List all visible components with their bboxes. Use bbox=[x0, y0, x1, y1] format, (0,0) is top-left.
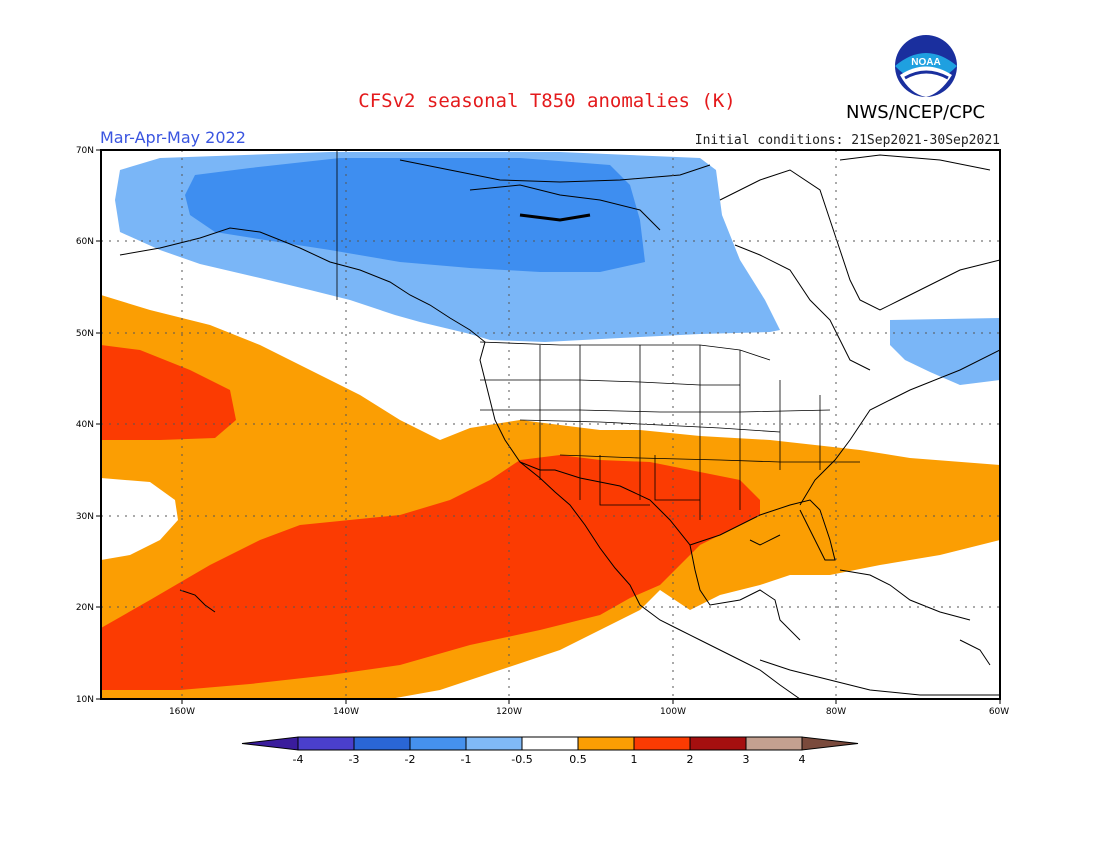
anomaly-field bbox=[101, 150, 1000, 699]
lon-label: 60W bbox=[989, 707, 1009, 717]
colorbar-segment bbox=[465, 736, 523, 751]
lat-label: 30N bbox=[76, 512, 94, 522]
colorbar-label: -3 bbox=[349, 753, 360, 766]
lat-label: 60N bbox=[76, 237, 94, 247]
colorbar-segment bbox=[241, 736, 299, 751]
colorbar-segment bbox=[801, 736, 859, 751]
colorbar-label: -0.5 bbox=[511, 753, 532, 766]
colorbar-label: 3 bbox=[743, 753, 750, 766]
colorbar-segment bbox=[521, 736, 579, 751]
lat-label: 40N bbox=[76, 420, 94, 430]
state-boundaries bbox=[336, 150, 860, 520]
colorbar-segment bbox=[409, 736, 467, 751]
coastlines bbox=[119, 154, 1000, 699]
noaa-logo-text: NOAA bbox=[911, 57, 940, 68]
map-title-text: CFSv2 seasonal T850 anomalies (K) bbox=[358, 90, 736, 112]
colorbar-segment bbox=[577, 736, 635, 751]
lon-label: 140W bbox=[333, 707, 359, 717]
season-label: Mar-Apr-May 2022 bbox=[100, 128, 246, 147]
anomaly-region-red-west bbox=[101, 345, 236, 440]
initial-conditions-label: Initial conditions: 21Sep2021-30Sep2021 bbox=[694, 133, 1000, 148]
colorbar-segment bbox=[745, 736, 803, 751]
lon-label: 80W bbox=[826, 707, 846, 717]
lat-label: 50N bbox=[76, 329, 94, 339]
colorbar-segment bbox=[633, 736, 691, 751]
lon-label: 120W bbox=[496, 707, 522, 717]
colorbar-label: 2 bbox=[687, 753, 694, 766]
anomaly-region-white-west bbox=[101, 478, 178, 560]
colorbar-label: 0.5 bbox=[569, 753, 587, 766]
colorbar: -4 -3 -2 -1 -0.5 0.5 1 2 3 4 bbox=[241, 736, 859, 766]
lat-label: 10N bbox=[76, 695, 94, 705]
agency-label: NWS/NCEP/CPC bbox=[846, 102, 986, 123]
colorbar-label: -2 bbox=[405, 753, 416, 766]
colorbar-segment bbox=[297, 736, 355, 751]
anomaly-region-red-main bbox=[101, 455, 760, 690]
map-title: CFSv2 seasonal T850 anomalies (K) bbox=[0, 90, 1100, 112]
colorbar-label: 1 bbox=[631, 753, 638, 766]
colorbar-label: 4 bbox=[799, 753, 806, 766]
tick-marks bbox=[96, 149, 1001, 704]
anomaly-region-blue-mid bbox=[185, 158, 645, 272]
lat-labels: 70N 60N 50N 40N 30N 20N 10N bbox=[76, 146, 94, 705]
noaa-logo: NOAA bbox=[895, 35, 957, 97]
lon-label: 160W bbox=[169, 707, 195, 717]
lat-label: 70N bbox=[76, 146, 94, 156]
colorbar-segment bbox=[353, 736, 411, 751]
lat-label: 20N bbox=[76, 603, 94, 613]
colorbar-label: -4 bbox=[293, 753, 304, 766]
lon-label: 100W bbox=[660, 707, 686, 717]
lon-labels: 160W 140W 120W 100W 80W 60W bbox=[169, 707, 1009, 717]
gridlines bbox=[101, 150, 1000, 699]
colorbar-label: -1 bbox=[461, 753, 472, 766]
colorbar-segment bbox=[689, 736, 747, 751]
anomaly-region-blue-east bbox=[890, 318, 1000, 385]
